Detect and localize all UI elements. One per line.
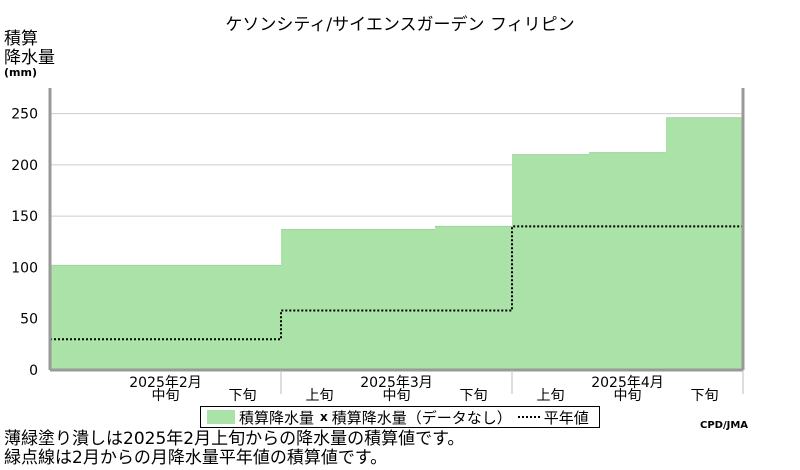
- plot-frame: [48, 88, 745, 394]
- footnote-dotted: 緑点線は2月からの月降水量平年値の積算値です。: [4, 448, 388, 468]
- accumulated-bar: [435, 226, 513, 370]
- accumulated-bar: [281, 229, 359, 370]
- y-tick-label: 250: [11, 107, 38, 123]
- y-axis-label-line: 積算: [4, 29, 38, 49]
- period-label: 上旬: [306, 388, 334, 404]
- chart-title: ケソンシティ/サイエンスガーデン フィリピン: [225, 15, 575, 35]
- month-label: 2025年4月: [591, 375, 664, 391]
- legend: 積算降水量 x 積算降水量（データなし） 平年値: [200, 406, 600, 428]
- legend-missing-mark: x: [320, 410, 328, 424]
- accumulated-bar: [512, 154, 590, 370]
- y-tick-labels: 0 50 100 150 200 250: [11, 107, 38, 379]
- y-axis-label-text: 積算 降水量: [4, 29, 55, 68]
- y-axis-label: 積算 降水量: [4, 30, 55, 68]
- accumulated-bar: [589, 152, 667, 370]
- period-label: 上旬: [537, 388, 565, 404]
- normal-step-line: [50, 225, 743, 341]
- legend-normal: 平年値: [517, 407, 589, 428]
- legend-accumulated: 積算降水量: [207, 407, 314, 428]
- normal-line: [50, 225, 743, 341]
- accumulated-bar: [127, 265, 205, 370]
- y-tick-label: 200: [11, 158, 38, 174]
- credit-text: CPD/JMA: [700, 420, 749, 431]
- footnote-fill: 薄緑塗り潰しは2025年2月上旬からの降水量の積算値です。: [4, 429, 465, 449]
- accumulated-bar: [50, 265, 128, 370]
- legend-accumulated-label: 積算降水量: [239, 408, 315, 427]
- legend-normal-label: 平年値: [543, 408, 589, 427]
- y-tick-label: 50: [20, 312, 38, 328]
- y-axis-label-line: 降水量: [4, 48, 55, 68]
- legend-fill-swatch: [207, 410, 235, 424]
- period-label: 中旬: [614, 388, 642, 404]
- accumulated-bar: [358, 229, 436, 370]
- period-label: 下旬: [691, 388, 719, 404]
- accumulated-area: [50, 117, 744, 370]
- y-tick-label: 150: [11, 209, 38, 225]
- period-label: 中旬: [383, 388, 411, 404]
- period-label: 下旬: [460, 388, 488, 404]
- y-tick-label: 0: [29, 363, 38, 379]
- legend-missing: x 積算降水量（データなし）: [320, 407, 512, 428]
- legend-dotted-swatch: [517, 416, 540, 418]
- accumulated-bar: [666, 117, 744, 370]
- period-label: 中旬: [152, 388, 180, 404]
- period-label: 下旬: [229, 388, 257, 404]
- y-axis-unit: (mm): [4, 66, 37, 79]
- y-tick-label: 100: [11, 260, 38, 276]
- month-label: 2025年2月: [129, 375, 202, 391]
- accumulated-bar: [204, 265, 282, 370]
- legend-missing-label: 積算降水量（データなし）: [331, 408, 512, 427]
- month-label: 2025年3月: [360, 375, 433, 391]
